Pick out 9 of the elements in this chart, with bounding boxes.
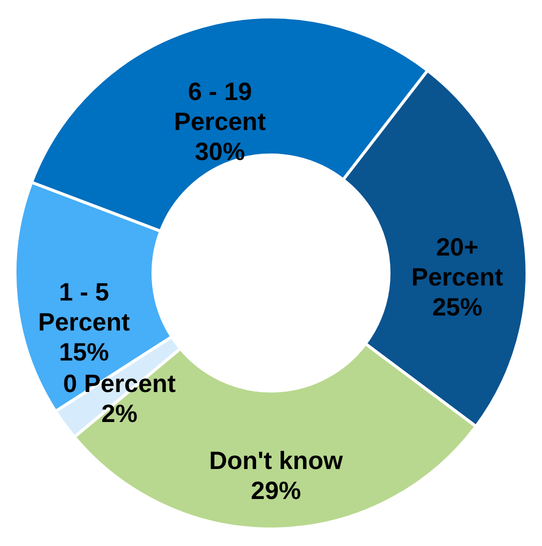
data-label: 2% <box>101 400 138 428</box>
slice-label: 1 - 5 Percent <box>38 278 131 337</box>
data-label: 25% <box>432 294 482 322</box>
slice-label: 20+ Percent <box>411 234 504 292</box>
data-label: 30% <box>194 138 245 166</box>
slice-label: Don't know <box>209 446 344 475</box>
data-label: 15% <box>58 338 110 367</box>
slice-label: 6 - 19 Percent <box>174 78 266 136</box>
data-label: 29% <box>250 476 301 505</box>
